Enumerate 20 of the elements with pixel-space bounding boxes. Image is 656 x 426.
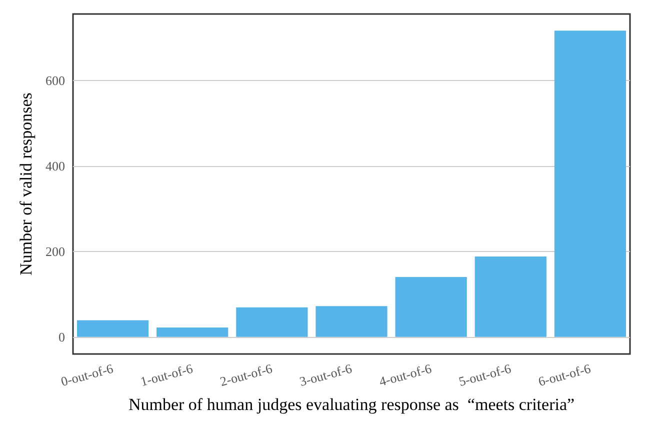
x-tick-label: 1-out-of-6 <box>138 360 195 390</box>
y-tick-label: 200 <box>46 244 65 259</box>
x-tick-label: 5-out-of-6 <box>457 360 514 390</box>
bar <box>316 306 388 337</box>
x-tick-label: 4-out-of-6 <box>378 360 434 390</box>
x-axis-title: Number of human judges evaluating response as “meets criteria” <box>128 395 575 414</box>
y-tick-label: 600 <box>46 72 65 88</box>
y-axis-title: Number of valid responses <box>16 92 36 276</box>
x-tick-label: 6-out-of-6 <box>536 360 593 390</box>
y-tick-label: 400 <box>46 158 65 174</box>
bar <box>554 30 626 337</box>
y-tick-label: 0 <box>58 329 65 344</box>
x-tick-label: 2-out-of-6 <box>218 360 274 390</box>
bar <box>156 327 228 337</box>
x-tick-label: 3-out-of-6 <box>298 360 354 390</box>
bar <box>76 320 149 337</box>
bar <box>236 307 308 337</box>
bar <box>395 277 467 337</box>
x-tick-label: 0-out-of-6 <box>59 360 116 390</box>
bar <box>474 256 546 337</box>
